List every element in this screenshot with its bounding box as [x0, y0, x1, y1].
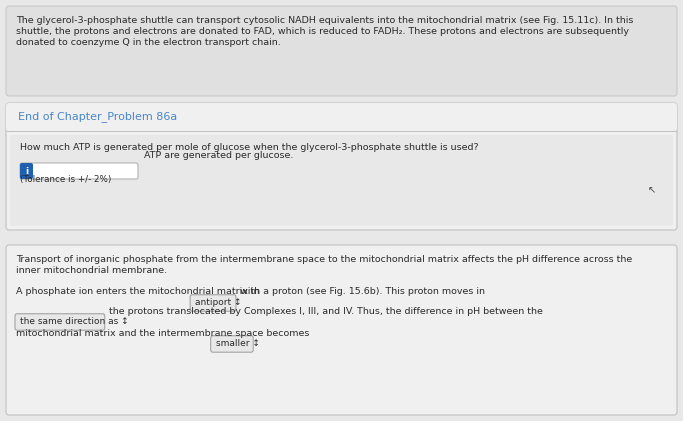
FancyBboxPatch shape [6, 6, 677, 96]
Text: with a proton (see Fig. 15.6b). This proton moves in: with a proton (see Fig. 15.6b). This pro… [237, 287, 485, 296]
Text: the same direction as ↕: the same direction as ↕ [20, 317, 128, 326]
Text: the protons translocated by Complexes I, III, and IV. Thus, the difference in pH: the protons translocated by Complexes I,… [106, 307, 542, 316]
Text: Transport of inorganic phosphate from the intermembrane space to the mitochondri: Transport of inorganic phosphate from th… [16, 255, 632, 264]
Text: shuttle, the protons and electrons are donated to FAD, which is reduced to FADH₂: shuttle, the protons and electrons are d… [16, 27, 629, 36]
Text: inner mitochondrial membrane.: inner mitochondrial membrane. [16, 266, 167, 275]
FancyBboxPatch shape [6, 103, 677, 230]
FancyBboxPatch shape [20, 163, 33, 179]
Text: i: i [25, 166, 28, 176]
Text: donated to coenzyme Q in the electron transport chain.: donated to coenzyme Q in the electron tr… [16, 38, 281, 47]
Text: (Tolerance is +/- 2%): (Tolerance is +/- 2%) [20, 175, 111, 184]
Text: mitochondrial matrix and the intermembrane space becomes: mitochondrial matrix and the intermembra… [16, 329, 312, 338]
FancyBboxPatch shape [15, 314, 104, 330]
FancyBboxPatch shape [20, 163, 138, 179]
Text: ATP are generated per glucose.: ATP are generated per glucose. [144, 152, 294, 160]
Text: ↖: ↖ [648, 185, 656, 195]
Text: antiport ↕: antiport ↕ [195, 298, 242, 307]
FancyBboxPatch shape [6, 103, 677, 131]
FancyBboxPatch shape [6, 245, 677, 415]
FancyBboxPatch shape [190, 295, 236, 311]
Text: smaller ↕: smaller ↕ [216, 339, 260, 349]
Text: .: . [254, 329, 257, 338]
FancyBboxPatch shape [10, 135, 673, 226]
Text: The glycerol-3-phosphate shuttle can transport cytosolic NADH equivalents into t: The glycerol-3-phosphate shuttle can tra… [16, 16, 633, 25]
Text: How much ATP is generated per mole of glucose when the glycerol-3-phosphate shut: How much ATP is generated per mole of gl… [20, 143, 479, 152]
Text: A phosphate ion enters the mitochondrial matrix in: A phosphate ion enters the mitochondrial… [16, 287, 262, 296]
Text: End of Chapter_Problem 86a: End of Chapter_Problem 86a [18, 111, 178, 122]
FancyBboxPatch shape [211, 336, 253, 352]
